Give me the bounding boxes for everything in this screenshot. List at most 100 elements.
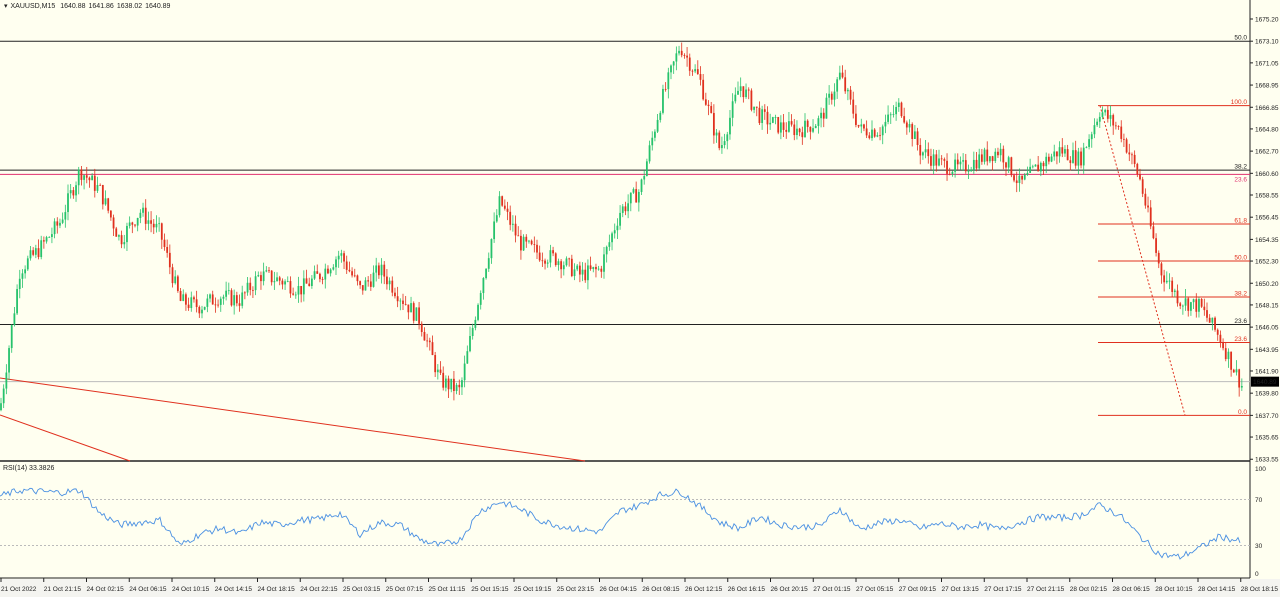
- bear-candle: [319, 273, 321, 280]
- bull-candle: [174, 276, 177, 284]
- bull-candle: [340, 253, 343, 256]
- bull-candle: [399, 300, 402, 302]
- bear-candle: [712, 112, 715, 136]
- bear-candle: [211, 294, 214, 305]
- price-tick-label: 1664.80: [1255, 126, 1279, 133]
- bull-candle: [380, 264, 383, 276]
- bear-candle: [260, 275, 262, 282]
- bear-candle: [691, 70, 694, 72]
- bull-candle: [871, 129, 873, 139]
- price-tick-label: 1633.55: [1255, 457, 1279, 464]
- price-tick-label: 1641.90: [1255, 368, 1279, 375]
- bear-candle: [704, 99, 707, 105]
- bull-candle: [938, 158, 940, 166]
- bull-candle: [645, 161, 648, 177]
- bull-candle: [667, 72, 670, 90]
- time-tick-label: 27 Oct 01:15: [813, 586, 851, 593]
- bear-candle: [439, 369, 442, 373]
- bear-candle: [1056, 151, 1058, 157]
- level-label: 50.0: [1234, 35, 1247, 42]
- bear-candle: [710, 106, 713, 113]
- bear-candle: [538, 252, 541, 261]
- bear-candle: [361, 285, 364, 291]
- bull-candle: [1085, 146, 1088, 148]
- bear-candle: [1179, 303, 1182, 306]
- bull-candle: [729, 117, 731, 135]
- bull-candle: [139, 212, 142, 218]
- bull-candle: [123, 242, 126, 245]
- bull-candle: [592, 266, 595, 270]
- bull-candle: [753, 106, 755, 110]
- time-tick-label: 25 Oct 23:15: [557, 586, 595, 593]
- bear-candle: [900, 102, 903, 117]
- bear-candle: [1200, 299, 1203, 307]
- bull-candle: [887, 114, 889, 122]
- bull-candle: [761, 109, 764, 124]
- bull-candle: [118, 235, 120, 237]
- chart-header: ▾ XAUUSD,M15 1640.88 1641.86 1638.02 1640.89: [4, 2, 173, 10]
- bear-candle: [1152, 226, 1155, 239]
- time-axis-bg: [0, 579, 1280, 597]
- price-tick-label: 1662.70: [1255, 149, 1279, 156]
- bull-candle: [833, 91, 836, 100]
- bull-candle: [294, 294, 297, 296]
- bear-candle: [168, 252, 171, 268]
- bear-candle: [356, 275, 359, 282]
- dropdown-icon[interactable]: ▾: [4, 3, 8, 10]
- bear-candle: [383, 264, 386, 277]
- bear-candle: [956, 159, 959, 165]
- bull-candle: [640, 179, 643, 192]
- time-tick-label: 27 Oct 21:15: [1027, 586, 1065, 593]
- bull-candle: [828, 93, 831, 98]
- bull-candle: [1026, 172, 1029, 175]
- bull-candle: [1082, 147, 1085, 166]
- level-label: 23.6: [1234, 318, 1247, 325]
- bear-candle: [554, 253, 557, 266]
- time-tick-label: 26 Oct 04:15: [600, 586, 638, 593]
- bull-candle: [286, 281, 289, 282]
- bear-candle: [1208, 317, 1211, 323]
- bull-candle: [136, 217, 139, 226]
- bull-candle: [479, 293, 482, 305]
- bear-candle: [1216, 329, 1219, 335]
- bear-candle: [1214, 317, 1216, 330]
- bull-candle: [10, 325, 13, 349]
- bear-candle: [964, 160, 967, 172]
- bull-candle: [621, 206, 624, 213]
- bull-candle: [1007, 157, 1010, 168]
- bear-candle: [857, 124, 860, 127]
- bull-candle: [962, 160, 965, 162]
- bull-candle: [576, 265, 579, 270]
- bull-candle: [528, 240, 530, 242]
- bear-candle: [664, 88, 667, 90]
- bear-candle: [750, 90, 753, 110]
- bull-candle: [731, 101, 734, 118]
- rsi-level-label: 100: [1255, 466, 1266, 473]
- bull-candle: [490, 239, 493, 259]
- bear-candle: [1074, 150, 1077, 166]
- bear-candle: [686, 55, 688, 58]
- bear-candle: [72, 190, 75, 196]
- bull-candle: [45, 237, 48, 242]
- bear-candle: [394, 292, 396, 297]
- bear-candle: [595, 266, 597, 270]
- bull-candle: [608, 242, 611, 247]
- bear-candle: [107, 198, 110, 211]
- bull-candle: [34, 248, 37, 255]
- bear-candle: [747, 89, 750, 91]
- bear-candle: [1013, 175, 1015, 181]
- bear-candle: [391, 280, 394, 293]
- bear-candle: [1163, 275, 1166, 283]
- bull-candle: [970, 169, 973, 172]
- bull-candle: [29, 250, 32, 259]
- bull-candle: [21, 273, 24, 279]
- bear-candle: [198, 307, 201, 314]
- bull-candle: [838, 72, 841, 80]
- bull-candle: [8, 348, 10, 373]
- bull-candle: [1240, 385, 1243, 388]
- bull-candle: [1211, 317, 1214, 323]
- time-tick-label: 21 Oct 21:15: [44, 586, 82, 593]
- time-tick-label: 27 Oct 13:15: [942, 586, 980, 593]
- bear-candle: [99, 184, 102, 186]
